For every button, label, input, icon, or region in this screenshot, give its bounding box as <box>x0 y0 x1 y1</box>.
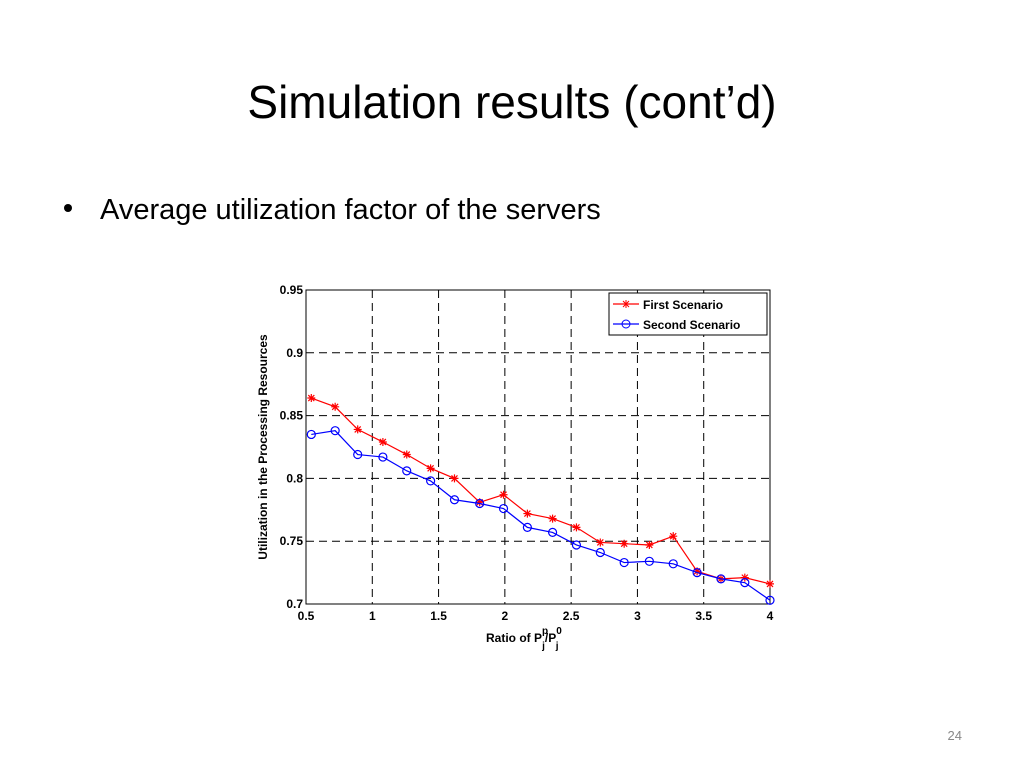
marker <box>571 540 582 550</box>
marker <box>523 509 532 518</box>
y-tick-label: 0.95 <box>280 283 304 297</box>
marker <box>402 466 412 476</box>
marker <box>426 476 436 486</box>
x-tick-label: 3.5 <box>695 609 712 623</box>
page-number: 24 <box>948 728 962 743</box>
marker <box>498 503 509 514</box>
legend-marker <box>622 300 630 308</box>
marker <box>378 452 388 462</box>
marker <box>353 425 362 434</box>
x-axis-label-part: j <box>541 641 545 652</box>
marker <box>693 567 702 576</box>
x-axis-label-part: /P <box>545 631 556 645</box>
marker <box>475 498 484 507</box>
x-tick-label: 4 <box>767 609 774 623</box>
plot-area <box>305 289 771 605</box>
marker <box>740 578 750 588</box>
y-tick-label: 0.85 <box>280 409 304 423</box>
legend-marker <box>621 319 631 329</box>
marker <box>426 464 435 473</box>
series-line <box>311 397 771 585</box>
marker <box>306 429 316 440</box>
marker <box>547 527 558 538</box>
x-tick-label: 0.5 <box>298 609 315 623</box>
marker <box>307 394 316 403</box>
legend: First Scenario Second Scenario <box>608 292 768 336</box>
y-tick-label: 0.75 <box>280 534 304 548</box>
bullet-text: Average utilization factor of the server… <box>100 194 601 226</box>
marker <box>522 522 532 532</box>
y-tick-label: 0.7 <box>286 597 303 611</box>
y-tick-label: 0.9 <box>286 346 303 360</box>
x-tick-label: 1 <box>369 609 376 623</box>
marker <box>644 556 654 566</box>
x-tick-label: 3 <box>634 609 641 623</box>
chart: 0.7 0.75 0.8 0.85 0.9 0.95 0.5 1 1.5 2 2.5 3 3.5 4 Uti… <box>256 283 775 652</box>
marker <box>692 567 702 578</box>
y-axis-label: Utilization in the Processing Resources <box>256 334 270 560</box>
marker <box>668 559 678 569</box>
marker <box>449 495 460 505</box>
marker <box>475 498 485 509</box>
marker <box>619 557 629 568</box>
slide-title: Simulation results (cont’d) <box>247 76 776 128</box>
x-axis-label-part: p <box>542 626 548 637</box>
marker <box>378 437 387 446</box>
marker <box>353 449 363 460</box>
marker <box>572 523 581 532</box>
marker <box>499 490 508 499</box>
x-axis-label-part: 0 <box>556 626 562 637</box>
marker <box>595 547 605 558</box>
marker <box>330 426 340 436</box>
y-tick-label: 0.8 <box>286 471 303 485</box>
marker <box>766 579 774 588</box>
marker <box>669 532 678 541</box>
marker <box>740 573 749 582</box>
marker <box>331 402 340 411</box>
marker <box>716 574 726 584</box>
marker <box>402 450 411 459</box>
marker <box>620 539 629 548</box>
legend-label: First Scenario <box>643 298 723 312</box>
marker <box>450 474 459 483</box>
x-axis-label-part: j <box>555 641 559 652</box>
x-tick-label: 2 <box>502 609 509 623</box>
legend-box <box>608 292 768 336</box>
x-tick-label: 1.5 <box>430 609 447 623</box>
bullet-dot <box>64 204 72 212</box>
marker <box>645 540 654 549</box>
marker <box>548 514 557 523</box>
legend-label: Second Scenario <box>643 318 740 332</box>
marker <box>765 595 775 605</box>
x-tick-label: 2.5 <box>563 609 580 623</box>
x-axis-label-part: Ratio of P <box>486 631 542 645</box>
marker <box>596 538 605 547</box>
x-axis-label: Ratio of Pp j/P0 j <box>486 626 562 652</box>
